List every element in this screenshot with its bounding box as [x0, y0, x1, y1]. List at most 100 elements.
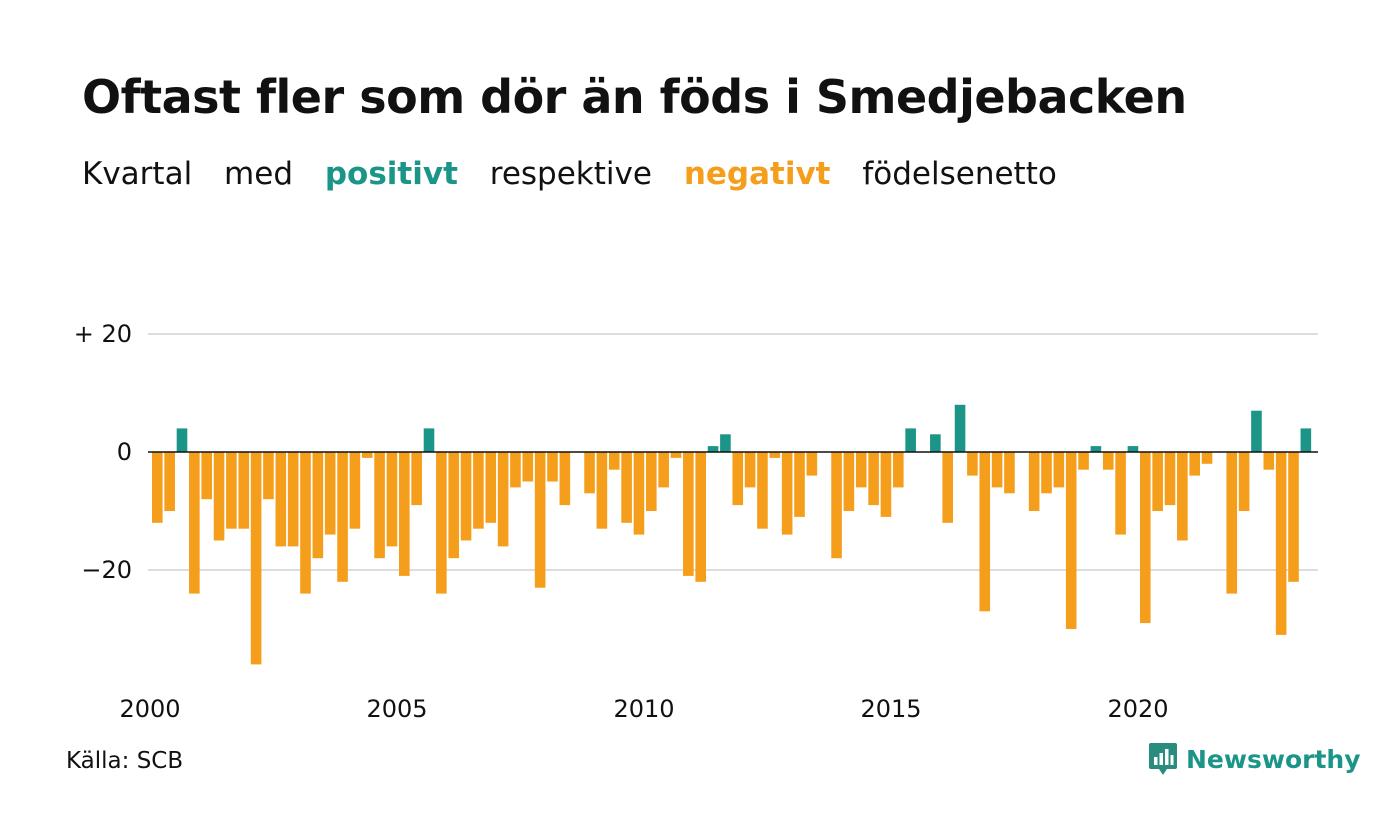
bar-2013-K1: [794, 452, 805, 517]
bar-2006-K4: [485, 452, 497, 523]
bar-2020-K1: [1140, 452, 1151, 624]
bar-2005-K3: [423, 428, 435, 452]
bar-2018-K2: [1053, 452, 1065, 488]
bar-2001-K3: [226, 452, 237, 529]
bar-2020-K4: [1177, 452, 1188, 541]
bar-2022-K1: [1238, 452, 1250, 511]
bar-2002-K2: [263, 452, 274, 500]
bar-2009-K3: [621, 452, 632, 523]
bar-2001-K2: [213, 452, 225, 541]
bar-2014-K1: [843, 452, 855, 511]
bar-2019-K2: [1102, 452, 1114, 470]
bar-2005-K1: [399, 452, 410, 576]
source-note: Källa: SCB: [66, 748, 184, 774]
bar-2020-K3: [1164, 452, 1176, 506]
bar-2012-K3: [769, 452, 781, 458]
bar-2006-K3: [473, 452, 484, 529]
bar-2022-K4: [1275, 452, 1287, 635]
bar-2001-K4: [238, 452, 250, 529]
bar-2010-K4: [683, 452, 694, 576]
bar-2002-K3: [275, 452, 287, 547]
bar-2021-K1: [1189, 452, 1200, 476]
bar-2015-K4: [930, 434, 941, 452]
bar-2004-K4: [386, 452, 398, 547]
bar-2008-K4: [584, 452, 595, 494]
bar-2012-K1: [744, 452, 756, 488]
x-tick-label: 2000: [119, 695, 180, 723]
bar-2008-K1: [547, 452, 558, 482]
subtitle-positive-legend: positivt: [324, 156, 458, 192]
bar-2022-K2: [1251, 410, 1262, 452]
bar-2016-K4: [979, 452, 991, 612]
bar-2018-K3: [1065, 452, 1077, 629]
subtitle-negative-legend: negativt: [683, 156, 831, 192]
x-tick-label: 2005: [366, 695, 427, 723]
bar-2011-K4: [732, 452, 744, 506]
chart-subtitle: Kvartal med positivt respektive negativt…: [82, 156, 1079, 192]
y-tick-label: + 20: [74, 320, 132, 348]
bar-2016-K3: [967, 452, 978, 476]
bar-2004-K1: [349, 452, 361, 529]
bar-2012-K4: [781, 452, 793, 535]
bar-2017-K2: [1004, 452, 1015, 494]
bar-2016-K1: [942, 452, 953, 523]
bar-2000-K4: [189, 452, 200, 594]
y-tick-label: 0: [117, 438, 132, 466]
bar-2012-K2: [757, 452, 768, 529]
x-tick-label: 2020: [1107, 695, 1168, 723]
bar-2019-K3: [1115, 452, 1126, 535]
bar-2018-K4: [1078, 452, 1089, 470]
bar-2009-K2: [608, 452, 620, 470]
bar-2021-K4: [1226, 452, 1238, 594]
bar-2009-K4: [633, 452, 645, 535]
bar-2015-K2: [905, 428, 916, 452]
bar-2005-K2: [411, 452, 422, 506]
bar-2023-K2: [1300, 428, 1312, 452]
chart-title: Oftast fler som dör än föds i Smedjeback…: [82, 70, 1187, 124]
chart-bars: [152, 404, 1312, 665]
bar-2014-K2: [855, 452, 867, 488]
y-tick-label: −20: [81, 556, 132, 584]
bar-2019-K1: [1090, 446, 1102, 452]
x-tick-label: 2015: [860, 695, 921, 723]
bar-2015-K1: [893, 452, 904, 488]
bar-2019-K4: [1127, 446, 1139, 452]
bar-2013-K4: [831, 452, 842, 559]
bar-2000-K2: [164, 452, 175, 511]
bar-2007-K1: [497, 452, 509, 547]
bar-2014-K3: [868, 452, 879, 506]
bar-2005-K4: [436, 452, 447, 594]
bar-2006-K2: [460, 452, 472, 541]
bar-2003-K3: [324, 452, 336, 535]
bar-2022-K3: [1263, 452, 1275, 470]
subtitle-text-kvartal: Kvartal: [82, 156, 193, 192]
bar-2017-K1: [991, 452, 1003, 488]
bar-2000-K1: [152, 452, 163, 523]
bar-2013-K2: [806, 452, 818, 476]
bar-2002-K1: [250, 452, 262, 665]
bar-2010-K2: [658, 452, 669, 488]
bar-2023-K1: [1288, 452, 1299, 582]
bar-2002-K4: [287, 452, 299, 547]
bar-2003-K4: [337, 452, 348, 582]
newsworthy-logo-icon: [1149, 743, 1177, 775]
brand-logo: Newsworthy: [1148, 742, 1361, 776]
brand-name: Newsworthy: [1186, 744, 1361, 774]
bar-2011-K3: [720, 434, 731, 452]
bar-2007-K2: [510, 452, 521, 488]
bar-2004-K2: [361, 452, 373, 458]
bar-2016-K2: [954, 404, 966, 452]
bar-2004-K3: [374, 452, 385, 559]
bar-2020-K2: [1152, 452, 1163, 511]
bar-2021-K2: [1201, 452, 1213, 464]
bar-2000-K3: [176, 428, 188, 452]
bar-2014-K4: [880, 452, 892, 517]
bar-2003-K1: [300, 452, 311, 594]
bar-2008-K2: [559, 452, 571, 506]
subtitle-text-med: med: [224, 156, 293, 192]
bar-2011-K2: [707, 446, 719, 452]
bar-2018-K1: [1041, 452, 1052, 494]
bar-2006-K1: [448, 452, 459, 559]
x-axis: 2000 2005 2010 2015 2020: [119, 695, 1168, 723]
